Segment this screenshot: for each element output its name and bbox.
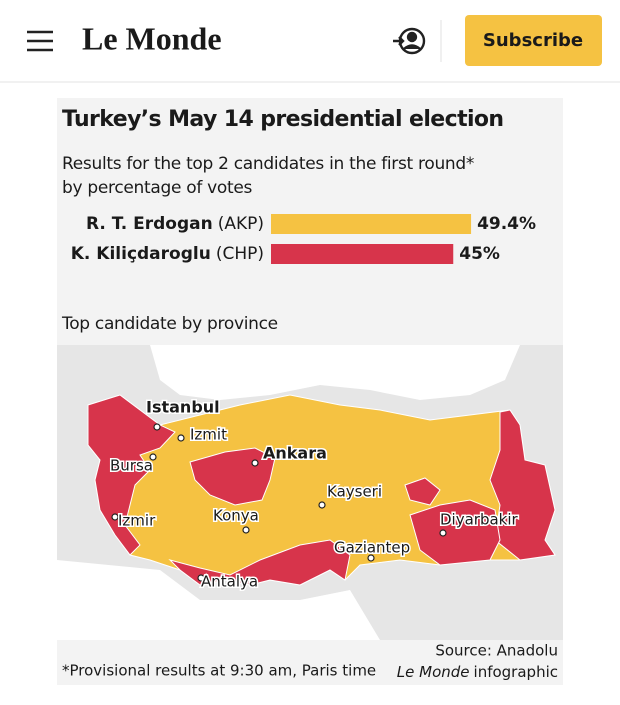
city-dot — [318, 501, 326, 509]
value-label: 45% — [459, 244, 500, 264]
menu-icon[interactable] — [27, 30, 53, 52]
subscribe-button[interactable] — [465, 15, 602, 66]
top-bar: Le Monde Subscribe — [0, 0, 620, 83]
candidate-name: K. Kiliçdaroglu — [71, 244, 211, 264]
logo[interactable]: Le Monde — [82, 20, 222, 56]
city-dot — [149, 453, 157, 461]
city-label: Antalya — [201, 573, 258, 591]
mediterranean — [57, 560, 380, 640]
bar-chart: R. T. Erdogan (AKP) 49.4% K. Kiliçdaroglu (C… — [71, 214, 536, 264]
credit-text: infographic — [474, 663, 558, 681]
city-label: Konya — [213, 507, 259, 525]
city-label: Ankara — [263, 444, 327, 463]
black-sea — [150, 345, 520, 400]
city-label: Izmit — [190, 426, 227, 444]
party: (AKP) — [218, 214, 264, 234]
source: Source: Anadolu — [435, 642, 558, 660]
city-dot — [367, 554, 375, 562]
city-dot — [177, 434, 185, 442]
subtitle: Results for the top 2 candidates in the … — [62, 154, 474, 174]
credit-brand: Le Monde — [397, 663, 470, 681]
city-dot — [153, 423, 161, 431]
city-label: Diyarbakir — [440, 511, 519, 529]
city-label: Istanbul — [146, 398, 220, 417]
value-label: 49.4% — [477, 214, 536, 234]
city-dot — [242, 526, 250, 534]
candidate-label: K. Kiliçdaroglu (CHP) — [71, 244, 264, 264]
party: (CHP) — [216, 244, 264, 264]
city-dot — [111, 513, 119, 521]
city-label: Izmir — [118, 512, 156, 530]
subtitle: by percentage of votes — [62, 178, 253, 198]
account-icon[interactable] — [393, 27, 426, 55]
bar — [271, 244, 454, 264]
city-dot — [197, 574, 205, 582]
infographic-title: Turkey’s May 14 presidential election — [62, 107, 504, 132]
city-label: Kayseri — [327, 483, 382, 501]
footnote: *Provisional results at 9:30 am, Paris t… — [62, 662, 376, 680]
city-dot — [439, 529, 447, 537]
city-label: Bursa — [110, 457, 153, 475]
map: Istanbul Izmit Bursa Ankara Izmir Konya Kayser… — [57, 345, 563, 640]
cities: Istanbul Izmit Bursa Ankara Izmir Konya Kayser… — [109, 396, 521, 592]
city-dot — [251, 459, 259, 467]
city-label: Gaziantep — [334, 539, 410, 557]
candidate-name: R. T. Erdogan — [86, 214, 213, 234]
bar — [271, 214, 472, 234]
candidate-label: R. T. Erdogan (AKP) — [86, 214, 264, 234]
map-title: Top candidate by province — [61, 314, 278, 334]
subscribe-label[interactable]: Subscribe — [483, 30, 583, 51]
credit: Le Monde infographic — [397, 663, 558, 681]
